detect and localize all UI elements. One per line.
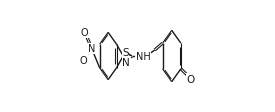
Text: S: S — [122, 48, 129, 58]
Text: N: N — [88, 44, 95, 54]
Text: N: N — [122, 57, 130, 67]
Text: O: O — [79, 55, 87, 65]
Text: O: O — [187, 74, 195, 84]
Text: O: O — [80, 28, 88, 38]
Text: NH: NH — [136, 52, 151, 61]
